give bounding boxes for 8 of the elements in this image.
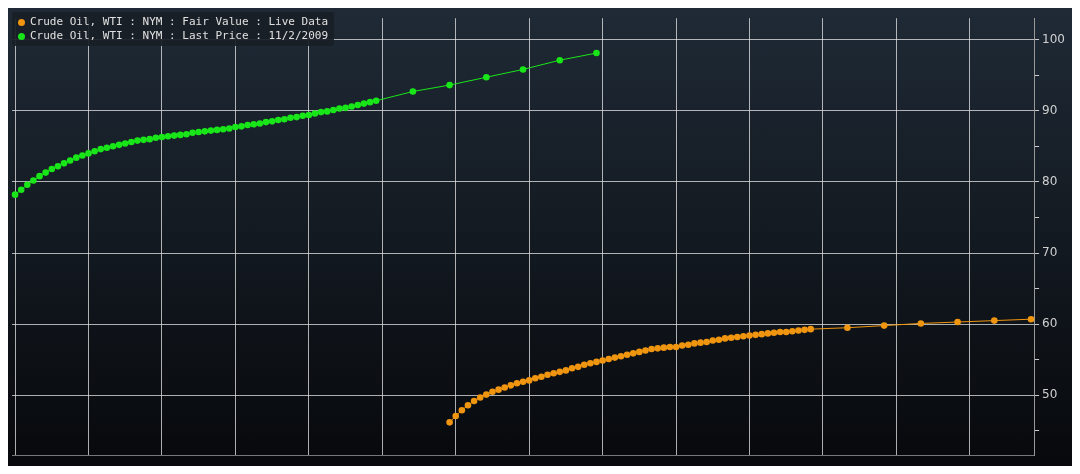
y-tick-label: 80 bbox=[1042, 173, 1058, 188]
y-tick-label: 70 bbox=[1042, 245, 1058, 260]
y-tick-label: 100 bbox=[1042, 31, 1065, 46]
legend-label: Crude Oil, WTI : NYM : Last Price : 11/2/2009 bbox=[30, 29, 329, 43]
y-tick-label: 50 bbox=[1042, 387, 1058, 402]
y-tick-label: 90 bbox=[1042, 102, 1058, 117]
legend-label: Crude Oil, WTI : NYM : Fair Value : Live Data bbox=[30, 15, 329, 29]
y-tick-label: 60 bbox=[1042, 316, 1058, 331]
